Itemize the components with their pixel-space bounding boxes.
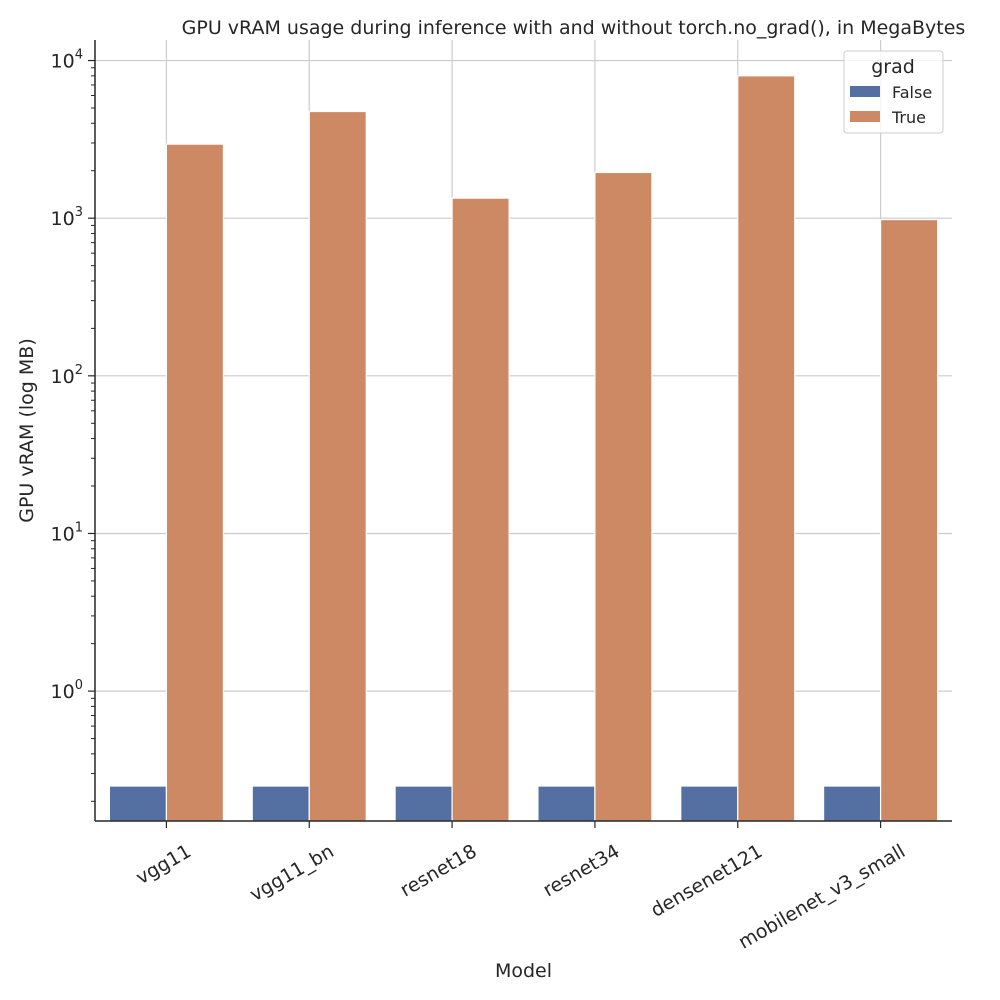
bars <box>108 75 939 822</box>
legend-items: False True <box>850 83 932 127</box>
x-tick-label: resnet34 <box>539 840 623 901</box>
bar-true-resnet34 <box>594 171 653 822</box>
bar-false-densenet121 <box>680 785 739 822</box>
y-axis-label: GPU vRAM (log MB) <box>16 338 38 523</box>
bar-false-vgg11_bn <box>251 785 310 822</box>
bar-false-resnet18 <box>394 785 453 822</box>
legend-swatch-false <box>850 86 880 97</box>
legend-label-true: True <box>891 108 926 127</box>
x-axis-label: Model <box>495 960 552 982</box>
y-tick-label: 102 <box>51 363 83 388</box>
legend: grad False True <box>843 50 944 134</box>
x-tick-label: resnet18 <box>397 840 481 901</box>
chart-title: GPU vRAM usage during inference with and… <box>182 17 966 39</box>
y-tick-label: 104 <box>51 48 83 73</box>
x-tick-label: vgg11_bn <box>246 840 338 906</box>
y-tick-label: 100 <box>51 678 83 703</box>
y-tick-label: 103 <box>51 205 83 230</box>
bar-true-densenet121 <box>737 75 796 822</box>
bar-false-resnet34 <box>537 785 596 822</box>
legend-label-false: False <box>892 83 932 102</box>
x-tick-label: densenet121 <box>647 840 766 921</box>
legend-title: grad <box>871 56 915 78</box>
bar-false-vgg11 <box>108 785 168 822</box>
bar-true-vgg11_bn <box>308 110 367 822</box>
y-tick-label: 101 <box>51 520 83 545</box>
bar-true-resnet18 <box>451 197 510 822</box>
x-tick-label: vgg11 <box>132 840 195 889</box>
bar-true-vgg11 <box>165 143 225 822</box>
bar-true-mobilenet_v3_small <box>879 218 939 822</box>
legend-swatch-true <box>850 111 880 122</box>
bar-false-mobilenet_v3_small <box>822 785 882 822</box>
